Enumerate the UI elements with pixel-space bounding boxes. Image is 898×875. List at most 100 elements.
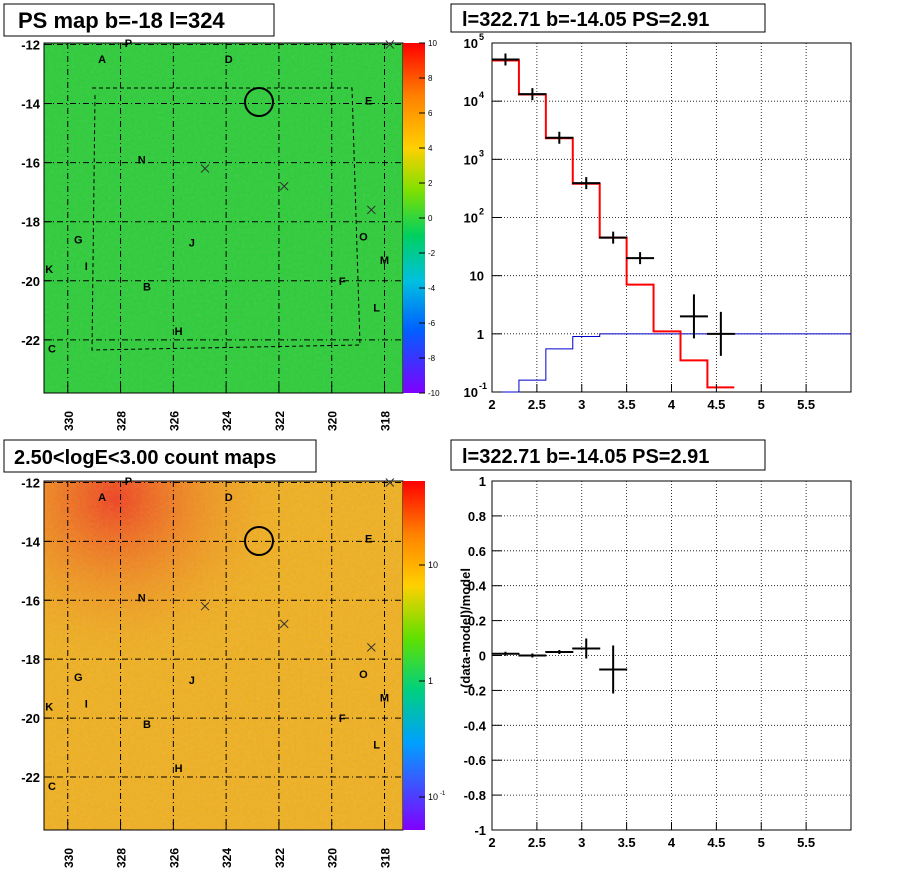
- count-map: A P D E N G J O K I M B F L H C 330 328 326 324 322 320 318 -1…: [21, 475, 446, 868]
- count-map-xtick-label: 324: [220, 848, 234, 868]
- spectrum-data-point: [599, 231, 628, 244]
- count-map-source-label: M: [380, 692, 389, 704]
- ps-map-source-label: A: [98, 54, 106, 66]
- ps-map-source-label: C: [48, 344, 56, 356]
- count-colorbar-tick-label: 1: [428, 676, 433, 686]
- residual-xtick-label: 5: [758, 835, 765, 850]
- ps-colorbar-tick-label: -8: [428, 354, 436, 363]
- count-map-xtick-label: 330: [62, 848, 76, 868]
- residual-ytick-label: 0: [479, 649, 486, 664]
- ps-map-source-label: J: [189, 237, 195, 249]
- spectrum-xtick-label: 2: [488, 397, 495, 412]
- residual-ytick-label: -0.2: [464, 683, 486, 698]
- count-map-source-label: C: [48, 781, 56, 793]
- residual-xtick-label: 3.5: [618, 835, 636, 850]
- title-residual: l=322.71 b=-14.05 PS=2.91: [462, 446, 709, 468]
- residual-xtick-label: 4: [668, 835, 676, 850]
- ps-map-source-marker: [279, 181, 289, 191]
- title-box-spectrum: [450, 3, 766, 33]
- title-spectrum: l=322.71 b=-14.05 PS=2.91: [462, 9, 709, 31]
- ps-map-source-marker: [200, 164, 210, 173]
- count-map-ytick-label: -18: [21, 652, 40, 667]
- spectrum-data-point: [545, 131, 574, 144]
- count-map-grid: [44, 481, 403, 830]
- ps-map-xtick-label: 322: [273, 411, 287, 431]
- residual-data-point: [572, 638, 601, 659]
- count-map-source-label: J: [189, 675, 195, 687]
- ps-map-region-outline: [91, 87, 361, 351]
- ps-colorbar-tick-label: -4: [428, 284, 436, 293]
- ps-map-source-label: F: [339, 276, 346, 288]
- ps-map-target-circle: [244, 87, 274, 117]
- ps-map-source-label: O: [359, 231, 368, 243]
- count-map-xtick-label: 326: [167, 848, 181, 868]
- spectrum-xtick-label: 5.5: [797, 397, 815, 412]
- ps-map-source-label: K: [45, 264, 53, 276]
- count-map-source-label: L: [373, 740, 380, 752]
- residual-ytick-label: 0.2: [468, 614, 486, 629]
- spectrum-plot: [491, 53, 851, 393]
- spectrum-data-point: [626, 252, 655, 265]
- ps-map-source-marker: [385, 40, 395, 49]
- count-map-ytick-label: -16: [21, 593, 40, 608]
- ps-colorbar-tick-label: -2: [428, 249, 436, 258]
- ps-map-ytick-label: -12: [21, 37, 40, 52]
- count-map-ytick-label: -20: [21, 711, 40, 726]
- residual-ytick-label: -0.6: [464, 753, 486, 768]
- ps-map-ytick-label: -14: [21, 97, 41, 112]
- spectrum-data-point: [491, 53, 520, 66]
- residual-ytick-label: -1: [474, 823, 486, 838]
- count-map-axes: 330 328 326 324 322 320 318 -12 -14 -16 -18 -20 -22: [21, 475, 392, 868]
- residual-ytick-label: 1: [479, 474, 486, 489]
- spectrum-data-point: [679, 294, 708, 339]
- count-map-source-label: N: [138, 592, 146, 604]
- ps-map-source-label: M: [380, 255, 389, 267]
- residual-xtick-label: 3: [578, 835, 585, 850]
- ps-colorbar-ticks: 10 8 6 4 2 0 -2 -4 -6 -8 -10: [419, 39, 440, 398]
- ps-map-grid: [44, 43, 403, 393]
- spectrum-ytick-exponent: 4: [479, 90, 484, 100]
- ps-map-source-label: H: [175, 326, 183, 338]
- ps-colorbar-tick-label: 0: [428, 214, 433, 223]
- ps-map-noise: [44, 43, 403, 393]
- title-count-map: 2.50<logE<3.00 count maps: [14, 447, 276, 469]
- count-map-source-label: G: [74, 672, 83, 684]
- ps-map-source-marker: [366, 205, 376, 215]
- count-map-source-marker: [366, 643, 376, 652]
- title-box-residual: [450, 439, 766, 471]
- ps-map-xtick-label: 324: [220, 411, 234, 431]
- residual-ylabel: (data-model)/model: [458, 568, 473, 688]
- residual-data-point: [491, 651, 520, 656]
- ps-colorbar-tick-label: 10: [428, 39, 437, 48]
- count-colorbar-tick-label: 10: [428, 792, 438, 802]
- residual-data-point: [518, 653, 547, 658]
- spectrum-ytick-label: 10: [464, 36, 478, 51]
- count-map-source-labels: A P D E N G J O K I M B F L H C: [45, 476, 395, 793]
- ps-colorbar: [403, 43, 425, 393]
- count-map-xtick-label: 322: [273, 848, 287, 868]
- residual-data-point: [599, 645, 628, 694]
- residual-ytick-label: -0.8: [464, 788, 486, 803]
- ps-map: A P D E N G J O K I M B F L H C 330 328 326 324 322 320 318 -1…: [21, 37, 440, 431]
- count-colorbar-tick-label: 10: [428, 560, 438, 570]
- title-box-count-map: [3, 439, 317, 473]
- ps-map-source-label: E: [365, 96, 372, 108]
- ps-map-source-label: G: [74, 234, 83, 246]
- count-map-xtick-label: 318: [379, 848, 393, 868]
- count-map-source-label: E: [365, 533, 372, 545]
- spectrum-ytick-label: 10: [464, 152, 478, 167]
- spectrum-ytick-label: 10: [464, 94, 478, 109]
- spectrum-ytick-exponent: 2: [479, 207, 484, 217]
- ps-map-ytick-label: -16: [21, 156, 40, 171]
- ps-map-source-labels: A P D E N G J O K I M B F L H C: [45, 38, 395, 356]
- count-map-target-circle: [244, 526, 274, 556]
- spectrum-xtick-label: 4.5: [707, 397, 725, 412]
- ps-map-xtick-label: 328: [115, 411, 129, 431]
- ps-map-ytick-label: -22: [21, 333, 40, 348]
- ps-colorbar-tick-label: -10: [428, 389, 440, 398]
- ps-map-ytick-label: -20: [21, 274, 40, 289]
- count-colorbar-tick-exponent: -1: [440, 791, 446, 797]
- spectrum-ytick-label: 10: [470, 269, 484, 284]
- count-map-ytick-label: -14: [21, 534, 41, 549]
